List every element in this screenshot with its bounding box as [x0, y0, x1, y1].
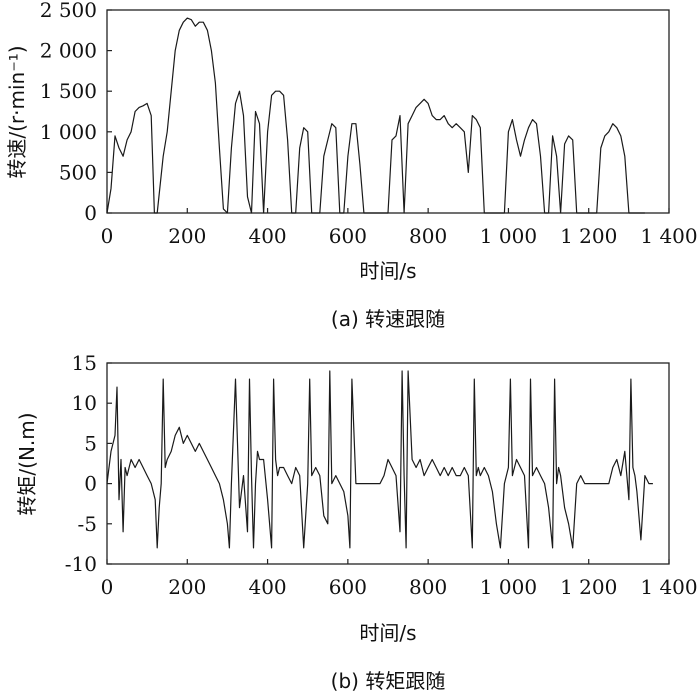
torque-series-line: [106, 370, 653, 549]
speed-x-tick-label: 400: [248, 224, 286, 248]
torque-chart-panel: 0 200 400 600 800 1 000 1 200 1 400 -10 -5 0 5 10 15…: [15, 351, 698, 693]
torque-y-tick-label: 10: [72, 391, 97, 415]
speed-x-tick-label: 200: [168, 224, 206, 248]
speed-series-line: [106, 17, 645, 214]
torque-y-tick-label: -5: [78, 512, 97, 536]
torque-x-tick-label: 1 400: [640, 575, 697, 599]
speed-y-axis-label: 转速/(r·min⁻¹): [5, 45, 29, 178]
torque-x-tick-label: 1 200: [560, 575, 617, 599]
torque-x-axis-label: 时间/s: [359, 621, 416, 645]
speed-x-tick-label: 1 400: [640, 224, 697, 248]
torque-x-tick-label: 600: [329, 575, 367, 599]
torque-x-tick-label: 200: [168, 575, 206, 599]
speed-x-tick-label: 1 000: [480, 224, 537, 248]
torque-y-axis: -10 -5 0 5 10 15: [65, 351, 112, 576]
torque-x-axis: 0 200 400 600 800 1 000 1 200 1 400: [101, 559, 698, 599]
speed-chart-caption: (a) 转速跟随: [331, 307, 445, 331]
speed-y-tick-label: 2 500: [40, 0, 97, 22]
torque-x-tick-label: 1 000: [480, 575, 537, 599]
speed-plot-frame: [106, 9, 670, 214]
speed-y-tick-label: 500: [59, 160, 97, 184]
speed-x-axis: 0 200 400 600 800 1 000 1 200 1 400: [101, 208, 698, 248]
speed-y-tick-label: 0: [84, 201, 97, 225]
speed-y-tick-label: 1 500: [40, 79, 97, 103]
speed-x-tick-label: 0: [101, 224, 114, 248]
torque-y-tick-label: 15: [72, 351, 97, 375]
speed-y-tick-label: 2 000: [40, 39, 97, 63]
speed-x-tick-label: 600: [329, 224, 367, 248]
torque-y-tick-label: 5: [84, 431, 97, 455]
speed-y-tick-label: 1 000: [40, 120, 97, 144]
torque-chart-caption: (b) 转矩跟随: [331, 669, 446, 693]
speed-x-axis-label: 时间/s: [359, 259, 416, 283]
torque-y-tick-label: -10: [65, 552, 97, 576]
torque-x-tick-label: 0: [101, 575, 114, 599]
torque-y-axis-label: 转矩/(N.m): [15, 412, 39, 515]
torque-plot-frame: [106, 362, 670, 565]
speed-y-axis: 0 500 1 000 1 500 2 000 2 500: [40, 0, 112, 225]
torque-x-tick-label: 800: [409, 575, 447, 599]
speed-chart-panel: 0 200 400 600 800 1 000 1 200 1 400 0 500 1 000 1 …: [5, 0, 698, 331]
torque-x-tick-label: 400: [248, 575, 286, 599]
speed-x-tick-label: 1 200: [560, 224, 617, 248]
speed-x-tick-label: 800: [409, 224, 447, 248]
torque-y-tick-label: 0: [84, 472, 97, 496]
